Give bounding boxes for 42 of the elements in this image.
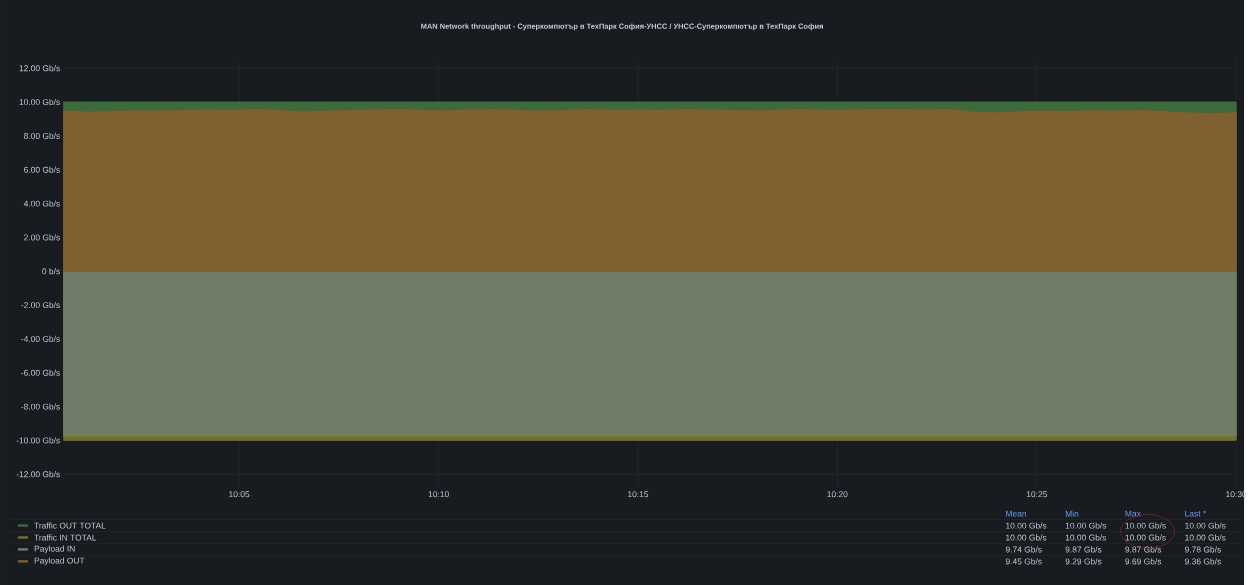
text: Max — [1125, 510, 1141, 517]
y-tick-label: -12.00 Gb/s — [16, 470, 60, 478]
x-tick-label: 10:20 — [827, 491, 848, 498]
x-tick-label: 10:05 — [229, 491, 250, 498]
text: 10.00 Gb/s — [1065, 522, 1107, 529]
text: 9.74 Gb/s — [1005, 546, 1042, 553]
text: 9.69 Gb/s — [1125, 558, 1162, 565]
y-tick-label: -6.00 Gb/s — [21, 369, 60, 376]
y-tick-label: 10.00 Gb/s — [19, 98, 60, 105]
y-tick-label: -8.00 Gb/s — [21, 403, 60, 410]
y-tick-label: 0 b/s — [42, 267, 60, 275]
text: 10.00 Gb/s — [1125, 534, 1166, 541]
legend-label: Traffic OUT TOTAL — [34, 522, 106, 529]
x-tick-label: 10:10 — [428, 491, 449, 498]
legend-label: Payload OUT — [34, 557, 85, 566]
y-tick-label: -10.00 Gb/s — [16, 437, 60, 444]
text: 9.87 Gb/s — [1065, 546, 1102, 553]
y-tick-label: 12.00 Gb/s — [19, 64, 60, 72]
y-tick-label: -2.00 Gb/s — [21, 301, 60, 308]
text: 9.45 Gb/s — [1005, 558, 1042, 565]
legend-label: Traffic IN TOTAL — [34, 534, 97, 541]
y-tick-label: 6.00 Gb/s — [24, 166, 60, 173]
text: 10.00 Gb/s — [1185, 534, 1226, 541]
text: 10.00 Gb/s — [1185, 522, 1226, 529]
text: 9.36 Gb/s — [1185, 558, 1221, 565]
y-tick-label: 2.00 Gb/s — [24, 234, 60, 241]
y-tick-label: -4.00 Gb/s — [21, 335, 60, 342]
text: 9.87 Gb/s — [1125, 546, 1162, 553]
text: 9.29 Gb/s — [1065, 558, 1102, 565]
text: 9.78 Gb/s — [1185, 546, 1221, 553]
y-tick-label: 8.00 Gb/s — [24, 132, 60, 139]
legend-label: Payload IN — [34, 545, 75, 554]
text: 10.00 Gb/s — [1065, 534, 1107, 541]
y-tick-label: 4.00 Gb/s — [23, 200, 60, 207]
text: Last * — [1185, 510, 1207, 517]
text: Mean — [1006, 510, 1026, 517]
text: 10.00 Gb/s — [1006, 522, 1047, 529]
text: 10.00 Gb/s — [1125, 522, 1166, 529]
x-tick-label: 10:25 — [1026, 491, 1048, 498]
x-tick-label: 10:15 — [628, 491, 649, 498]
text: Min — [1065, 510, 1079, 517]
text: 10.00 Gb/s — [1006, 534, 1047, 541]
